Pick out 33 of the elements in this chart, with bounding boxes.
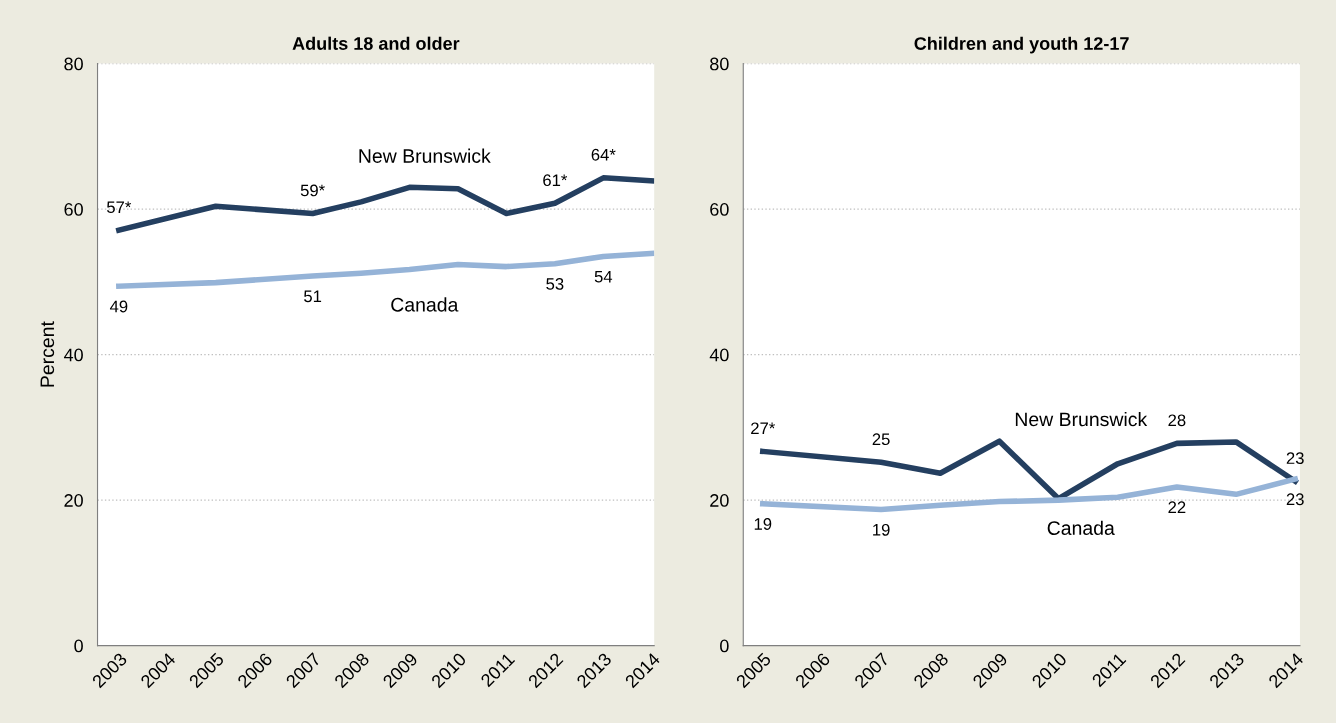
data-label: 53 [546, 278, 564, 290]
data-label: 27* [751, 422, 776, 435]
data-label: 61* [543, 174, 568, 187]
chart-title: Children and youth 12-17 [914, 36, 1129, 54]
y-tick-label: 0 [720, 639, 729, 653]
data-label: 51 [304, 290, 322, 303]
data-label: 64* [591, 148, 616, 161]
data-label: 22 [1168, 501, 1186, 514]
series-label: New Brunswick [359, 148, 491, 163]
data-label: 54 [594, 270, 613, 283]
data-label: 57* [107, 201, 132, 214]
y-tick-label: 20 [710, 494, 729, 507]
data-label: 23 [1286, 493, 1304, 506]
y-tick-label: 40 [709, 348, 729, 362]
data-label: 59* [300, 184, 325, 197]
chart-title: Adults 18 and older [292, 36, 460, 50]
data-label: 19 [754, 518, 772, 530]
y-tick-label: 80 [710, 57, 729, 71]
data-label: 49 [109, 300, 128, 313]
y-tick-label: 40 [63, 348, 83, 362]
y-tick-label: 60 [64, 203, 83, 216]
y-tick-label: 80 [64, 57, 83, 71]
data-label: 28 [1168, 414, 1186, 427]
y-tick-label: 60 [710, 203, 729, 216]
series-label: New Brunswick [1015, 411, 1148, 427]
y-tick-label: 20 [64, 494, 83, 507]
series-label: Canada [391, 297, 459, 312]
data-label: 23 [1286, 452, 1304, 465]
series-label: Canada [1047, 520, 1115, 535]
data-label: 19 [873, 523, 890, 536]
data-label: 25 [872, 433, 890, 446]
y-tick-label: 0 [74, 639, 83, 653]
y-axis-title: Percent [40, 321, 55, 387]
